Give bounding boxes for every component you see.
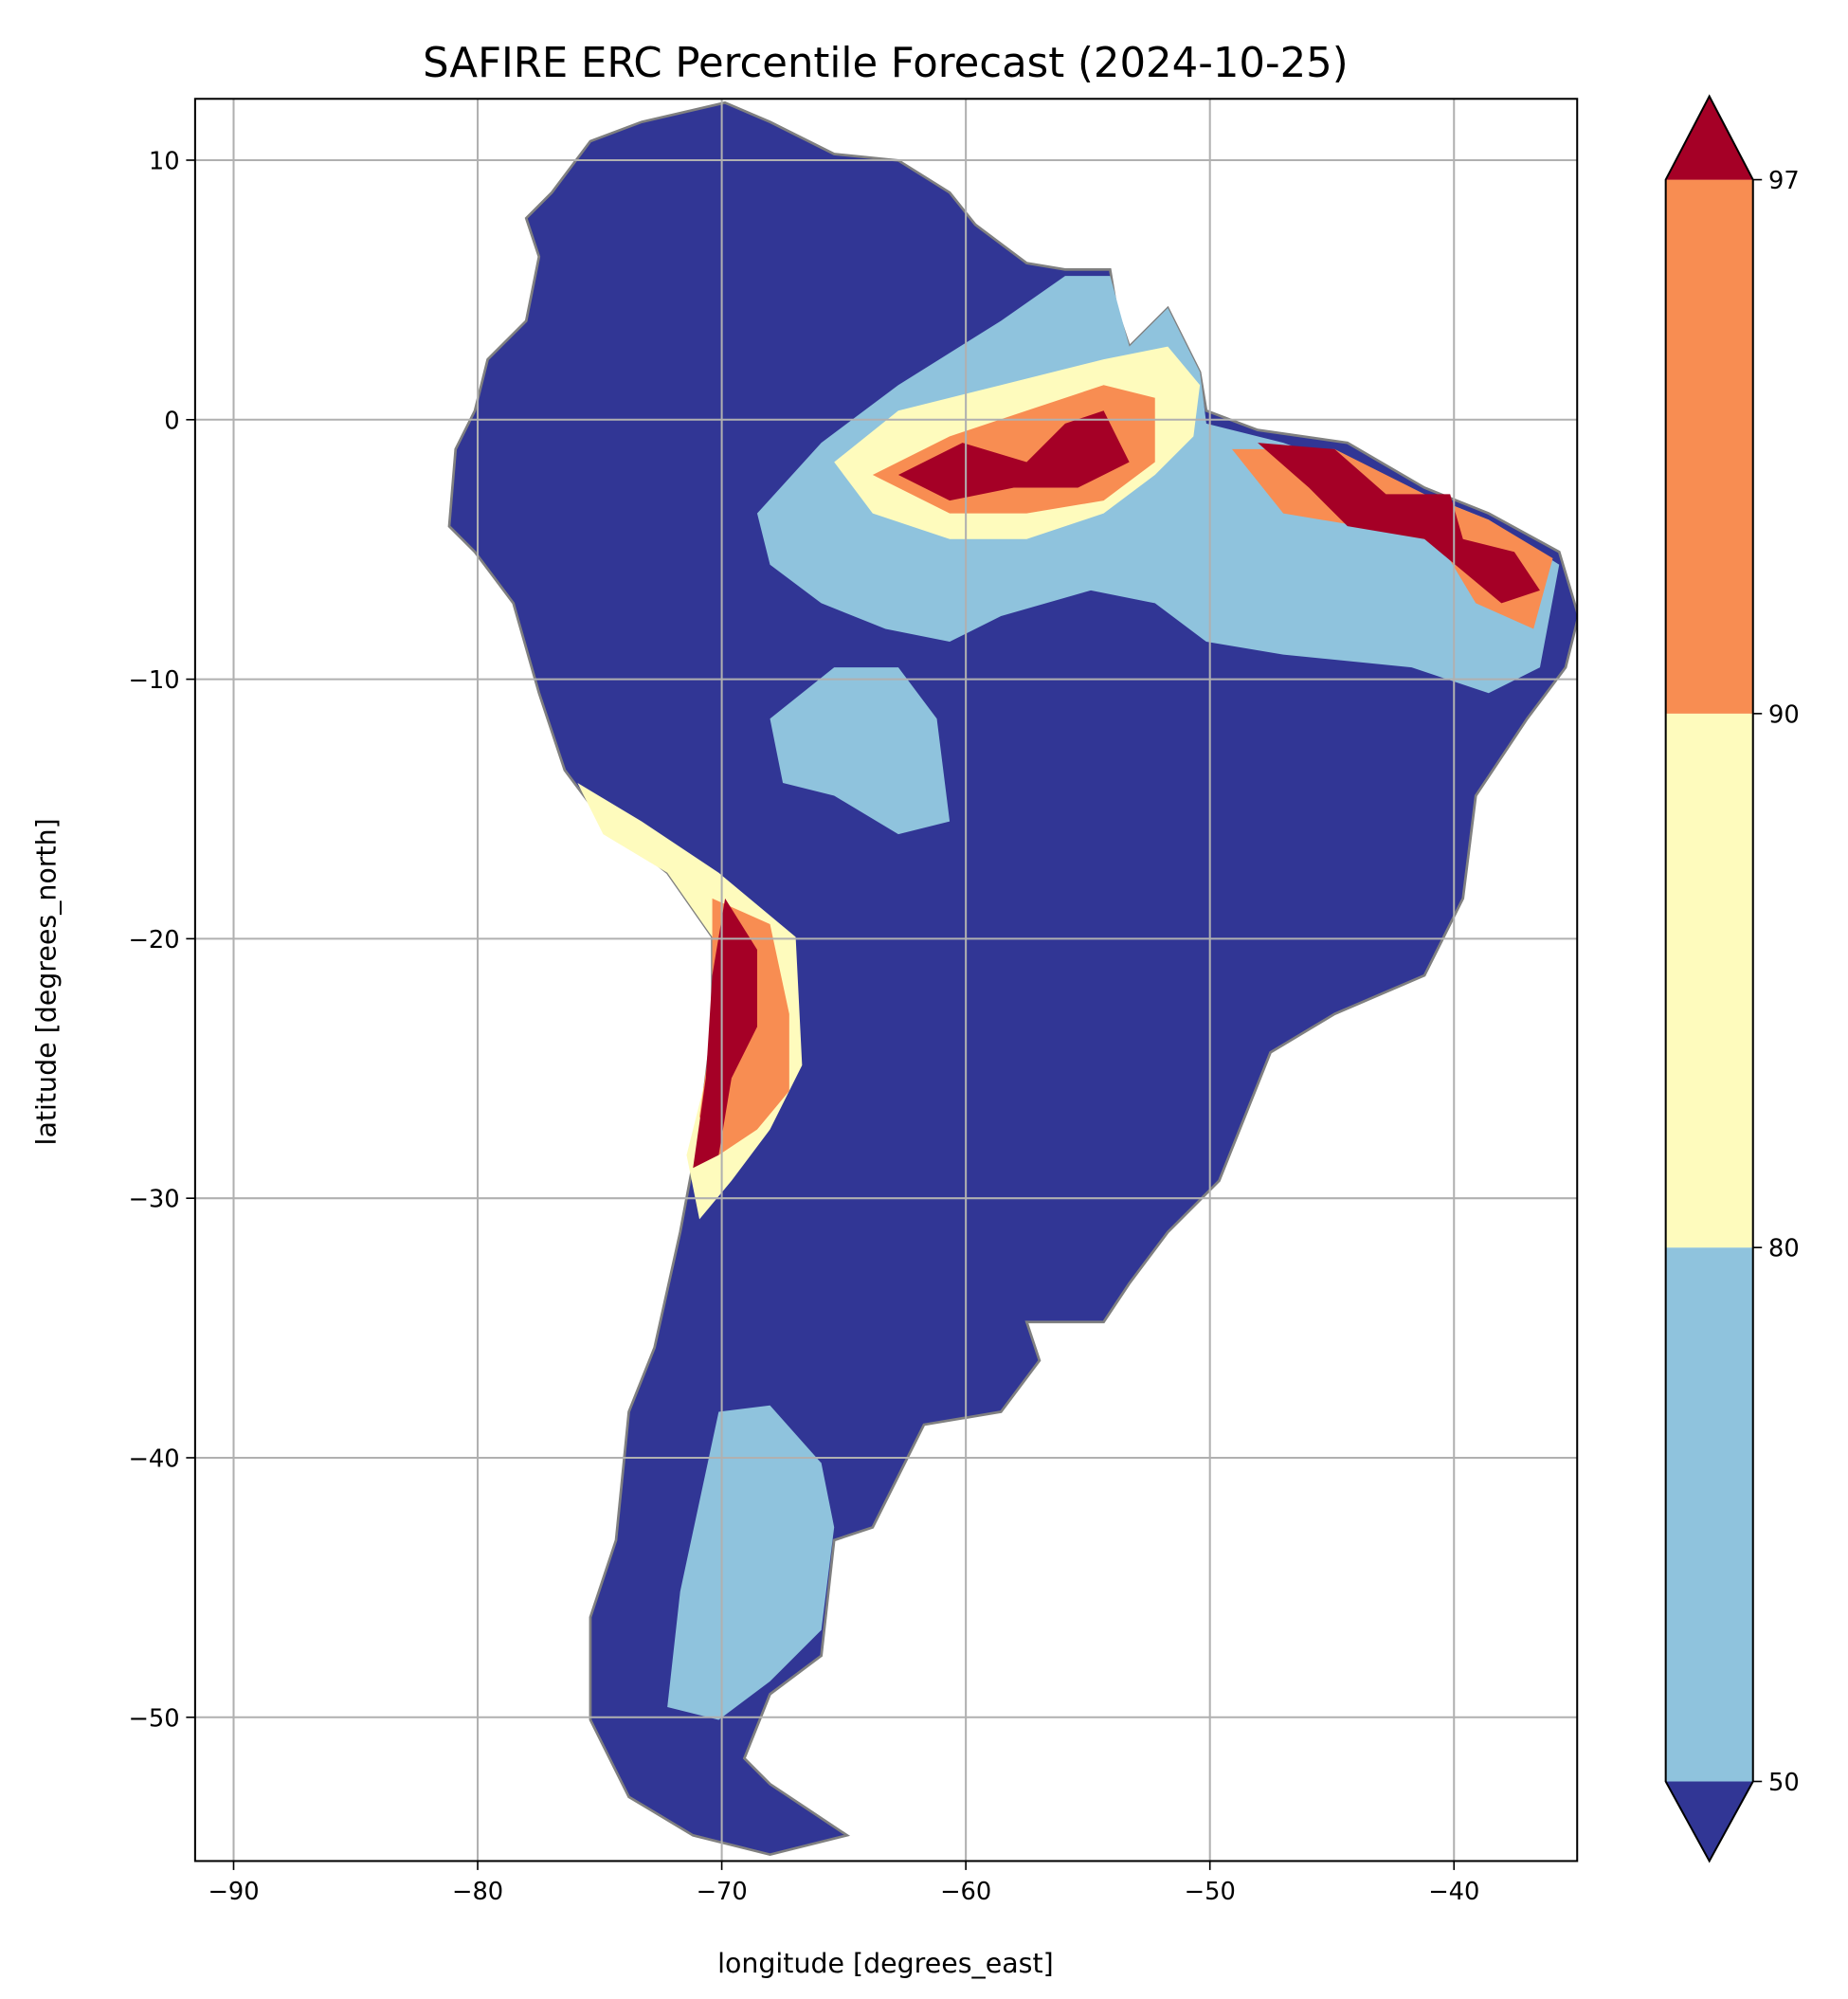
region-50-80-patagonia xyxy=(667,1405,835,1720)
y-tick-label: 10 xyxy=(149,147,180,175)
region-above-97-north xyxy=(897,410,1130,501)
y-tick-label: −50 xyxy=(128,1704,179,1733)
x-axis-label: longitude [degrees_east] xyxy=(717,1948,1054,1979)
region-50-80-central xyxy=(770,667,951,835)
region-90-97-northeast xyxy=(1231,448,1553,629)
colorbar-segment-50-80 xyxy=(1665,1247,1753,1782)
x-tick-label: −50 xyxy=(1185,1878,1236,1906)
x-tick-label: −80 xyxy=(452,1878,503,1906)
region-above-97-andes xyxy=(693,898,757,1169)
chart-title: SAFIRE ERC Percentile Forecast (2024-10-… xyxy=(423,40,1349,87)
y-tick-label: −30 xyxy=(128,1186,179,1214)
y-tick-label: −10 xyxy=(128,666,179,695)
gridlines xyxy=(194,99,1578,1862)
y-axis-label: latitude [degrees_north] xyxy=(30,818,62,1145)
colorbar-extend-above-97 xyxy=(1665,96,1753,180)
colorbar-tick-label: 80 xyxy=(1768,1235,1800,1263)
colorbar-tick-label: 90 xyxy=(1768,700,1800,729)
x-tick-label: −70 xyxy=(696,1878,747,1906)
colorbar-tick-label: 97 xyxy=(1768,167,1800,195)
colorbar-segment-90-97 xyxy=(1665,179,1753,714)
y-tick-label: −20 xyxy=(128,926,179,954)
y-tick-label: −40 xyxy=(128,1445,179,1473)
x-tick-label: −40 xyxy=(1428,1878,1479,1906)
x-tick-label: −90 xyxy=(208,1878,259,1906)
colorbar-tick-label: 50 xyxy=(1768,1769,1800,1797)
axes-frame xyxy=(193,98,1579,1863)
colorbar-extend-below-50 xyxy=(1665,1781,1753,1862)
region-above-97-northeast xyxy=(1258,443,1540,604)
colorbar: 50 80 90 97 xyxy=(1664,94,1800,1863)
map-area xyxy=(194,99,1578,1862)
region-50-80-north xyxy=(756,276,1560,694)
x-tick-label: −60 xyxy=(940,1878,991,1906)
y-tick-label: 0 xyxy=(164,407,179,435)
colorbar-segment-80-90 xyxy=(1665,713,1753,1248)
axis-ticks: −90 −80 −70 −60 −50 −40 10 0 −10 −20 −30 −40 −50 xyxy=(128,147,1479,1906)
